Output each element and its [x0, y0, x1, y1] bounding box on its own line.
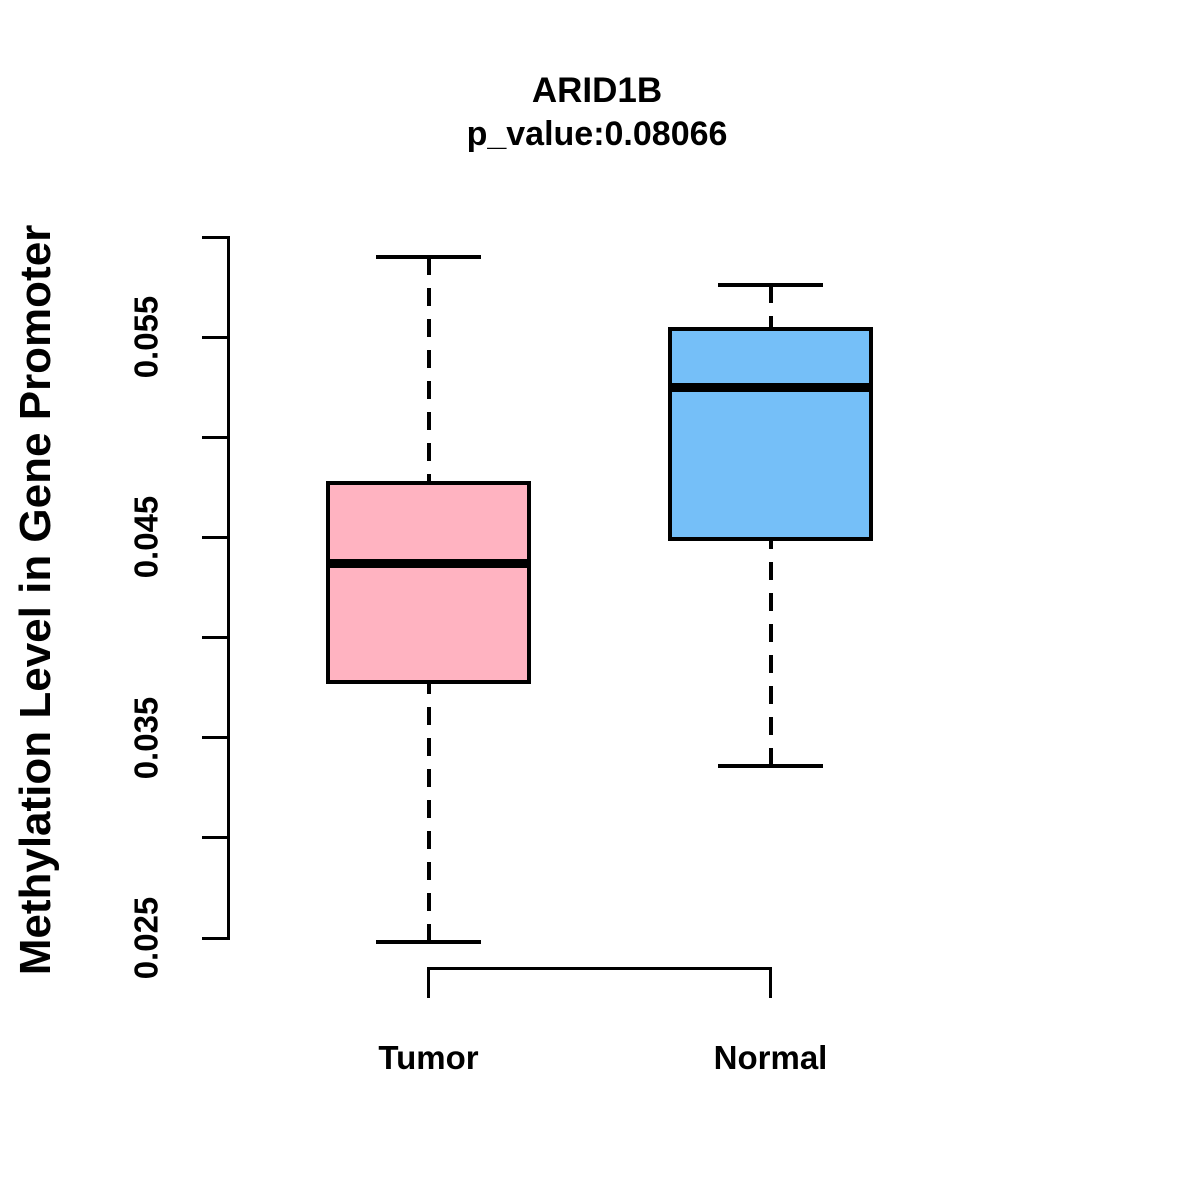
x-axis-tick-right: [769, 967, 772, 998]
tumor-upper-whisker-cap: [376, 255, 481, 260]
normal-lower-whisker-cap: [718, 763, 823, 768]
normal-upper-whisker: [768, 285, 773, 328]
x-axis-tick-left: [427, 967, 430, 998]
chart-title: ARID1B: [531, 71, 663, 110]
y-axis-tick: [202, 535, 227, 539]
y-axis-tick: [202, 736, 227, 740]
y-axis-tick: [202, 936, 227, 940]
y-axis-tick: [202, 636, 227, 640]
x-category-label-normal: Normal: [713, 1039, 828, 1076]
normal-lower-whisker: [768, 541, 773, 766]
y-tick-label: 0.025: [127, 896, 165, 980]
x-axis-bracket: [427, 967, 772, 970]
normal-box: [668, 327, 873, 542]
tumor-lower-whisker-cap: [376, 940, 481, 944]
normal-median-line: [668, 382, 873, 392]
y-axis-tick: [202, 235, 227, 239]
y-axis-tick: [202, 836, 227, 840]
y-axis-tick: [202, 335, 227, 339]
y-axis-tick: [202, 435, 227, 439]
y-axis-line: [227, 236, 230, 940]
normal-upper-whisker-cap: [718, 283, 823, 288]
tumor-upper-whisker: [426, 257, 431, 482]
y-tick-label: 0.045: [127, 496, 165, 579]
x-category-label-tumor: Tumor: [378, 1039, 479, 1076]
y-tick-label: 0.035: [127, 696, 165, 779]
tumor-median-line: [326, 558, 531, 568]
tumor-lower-whisker: [426, 683, 431, 942]
y-tick-label: 0.055: [127, 295, 165, 379]
tumor-box: [326, 481, 531, 684]
chart-subtitle: p_value:0.08066: [466, 115, 728, 153]
